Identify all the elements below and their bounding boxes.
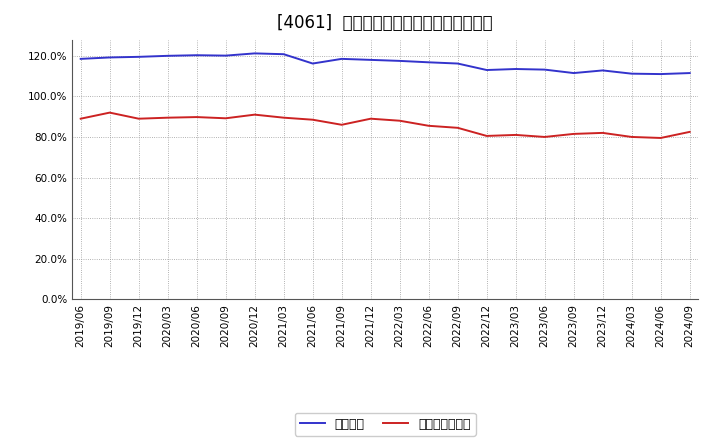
- 固定比率: [657, 71, 665, 77]
- 固定長期適合率: [657, 136, 665, 141]
- 固定比率: [395, 58, 404, 63]
- 固定長期適合率: [570, 131, 578, 136]
- 固定比率: [105, 55, 114, 60]
- 固定長期適合率: [511, 132, 520, 138]
- 固定長期適合率: [424, 123, 433, 128]
- 固定比率: [511, 66, 520, 72]
- 固定長期適合率: [395, 118, 404, 123]
- 固定長期適合率: [482, 133, 491, 139]
- 固定比率: [598, 68, 607, 73]
- 固定比率: [251, 51, 259, 56]
- 固定比率: [454, 61, 462, 66]
- 固定長期適合率: [105, 110, 114, 115]
- 固定長期適合率: [308, 117, 317, 122]
- 固定長期適合率: [627, 134, 636, 139]
- 固定長期適合率: [192, 114, 201, 120]
- 固定比率: [366, 57, 375, 62]
- 固定比率: [192, 52, 201, 58]
- 固定長期適合率: [685, 129, 694, 135]
- 固定比率: [541, 67, 549, 72]
- 固定比率: [424, 60, 433, 65]
- 固定長期適合率: [279, 115, 288, 120]
- 固定長期適合率: [366, 116, 375, 121]
- 固定比率: [570, 70, 578, 76]
- 固定比率: [338, 56, 346, 62]
- 固定長期適合率: [338, 122, 346, 128]
- 固定長期適合率: [163, 115, 172, 120]
- 固定比率: [76, 56, 85, 62]
- 固定長期適合率: [251, 112, 259, 117]
- 固定比率: [685, 70, 694, 76]
- 固定比率: [163, 53, 172, 59]
- 固定比率: [279, 51, 288, 57]
- 固定長期適合率: [541, 134, 549, 139]
- 固定長期適合率: [221, 116, 230, 121]
- 固定長期適合率: [135, 116, 143, 121]
- Line: 固定長期適合率: 固定長期適合率: [81, 113, 690, 138]
- 固定比率: [482, 67, 491, 73]
- 固定比率: [135, 54, 143, 59]
- Title: [4061]  固定比率、固定長期適合率の推移: [4061] 固定比率、固定長期適合率の推移: [277, 15, 493, 33]
- 固定比率: [308, 61, 317, 66]
- 固定長期適合率: [454, 125, 462, 131]
- Legend: 固定比率, 固定長期適合率: 固定比率, 固定長期適合率: [294, 413, 476, 436]
- 固定比率: [627, 71, 636, 76]
- Line: 固定比率: 固定比率: [81, 53, 690, 74]
- 固定長期適合率: [598, 130, 607, 136]
- 固定長期適合率: [76, 116, 85, 121]
- 固定比率: [221, 53, 230, 58]
